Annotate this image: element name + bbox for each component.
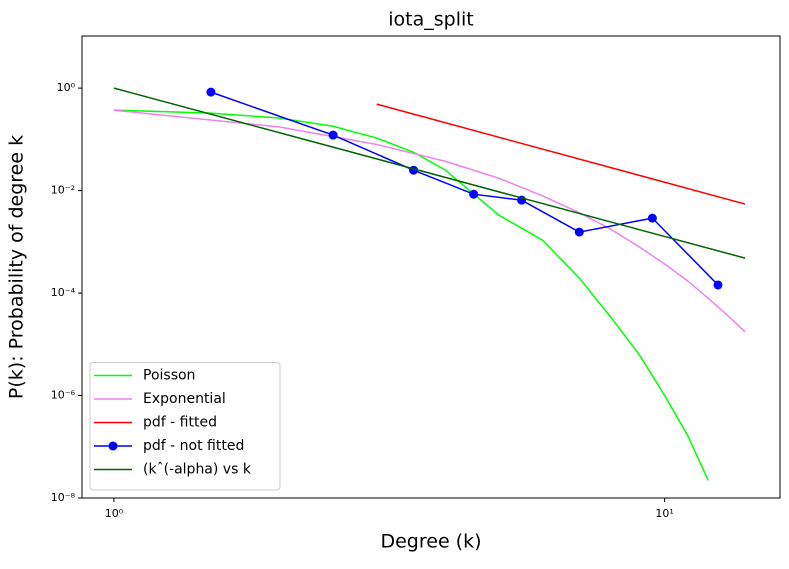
legend-label: pdf - fitted [143, 415, 217, 431]
y-tick-label: 10⁻⁸ [51, 491, 76, 504]
y-axis-label: P(k): Probability of degree k [6, 135, 28, 399]
legend-box [89, 362, 281, 491]
data-point [713, 280, 723, 290]
plot-frame [81, 35, 781, 499]
legend-marker [108, 441, 118, 451]
data-point [328, 130, 338, 140]
data-point [647, 213, 657, 223]
y-tick-label: 10⁻² [51, 184, 75, 197]
y-tick-label: 10⁻⁶ [51, 389, 76, 402]
series-line [113, 87, 746, 259]
data-point [469, 189, 479, 199]
data-point [206, 87, 216, 97]
x-tick-label: 10⁰ [105, 507, 124, 520]
x-tick-label: 10¹ [655, 507, 673, 520]
y-tick-label: 10⁻⁴ [51, 286, 76, 299]
series-line [113, 109, 746, 333]
series-line [113, 109, 709, 481]
legend-label: (kˆ(-alpha) vs k [143, 462, 252, 478]
chart-title: iota_split [388, 9, 473, 31]
data-point [574, 227, 584, 237]
series-line [210, 91, 719, 286]
y-tick-label: 10⁰ [57, 81, 76, 94]
legend-label: Exponential [143, 391, 226, 407]
legend-label: Poisson [143, 368, 195, 384]
legend-label: pdf - not fitted [143, 438, 244, 454]
series-line [376, 103, 746, 205]
x-axis-label: Degree (k) [380, 531, 481, 553]
